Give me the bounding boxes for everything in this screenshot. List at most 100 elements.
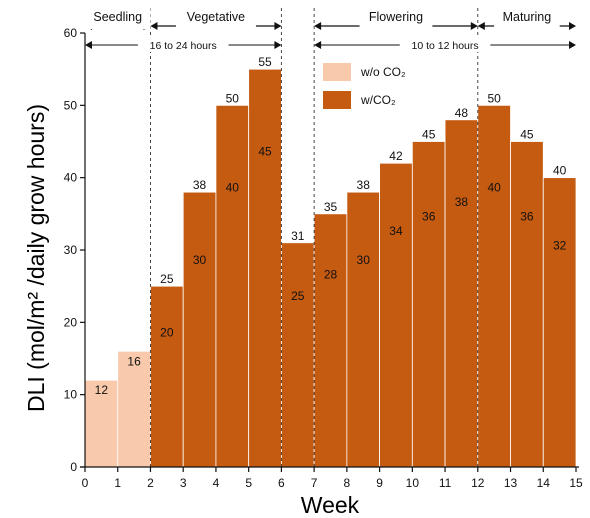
data-label-with-co2: 45 [520,128,534,142]
bar-with-co2-week-4 [215,104,250,468]
data-label-with-co2: 31 [291,229,305,243]
x-tick-label: 7 [311,476,318,490]
y-axis-title: DLI (mol/m² /daily grow hours) [23,104,49,412]
bar-with-co2-week-2 [150,285,184,468]
x-tick-label: 9 [376,476,383,490]
data-label-without-co2: 40 [487,181,501,195]
x-tick-label: 13 [504,476,518,490]
bar-without-co2-week-0 [84,379,119,468]
duration-label-background [137,37,229,52]
duration-annotations: 16 to 24 hours 10 to 12 hours [85,37,576,52]
y-tick-label: 60 [64,26,78,40]
duration-label-background [399,37,491,52]
arrowhead-right-icon [274,22,282,30]
phase-label: Vegetative [187,10,245,24]
x-axis-title: Week [301,492,360,518]
y-tick-label: 0 [70,460,77,474]
data-label-with-co2: 38 [193,178,207,192]
arrowhead-right-icon [274,41,282,49]
bar-with-co2-week-3 [182,191,217,468]
legend-label: w/CO₂ [360,93,396,107]
bar-with-co2-week-8 [346,191,381,468]
arrowhead-left-icon [477,22,485,30]
data-label-without-co2: 34 [389,224,403,238]
bar-with-co2-week-6 [280,242,315,468]
bar-with-co2-week-13 [510,141,544,468]
data-label-with-co2: 48 [455,106,469,120]
data-label-without-co2: 28 [324,267,338,281]
x-tick-label: 2 [147,476,154,490]
bar-with-co2-week-9 [379,162,413,468]
phase-label-background [175,7,256,29]
arrowhead-left-icon [314,41,322,49]
data-label-with-co2: 50 [487,91,501,105]
bar-with-co2-week-11 [444,119,479,468]
duration-label: 10 to 12 hours [411,40,478,52]
y-tick-label: 40 [64,171,78,185]
legend-label: w/o CO₂ [360,65,406,79]
arrowhead-left-icon [85,41,92,49]
phase-label-background [494,7,560,29]
arrowhead-left-icon [150,22,158,30]
bar-with-co2-week-12 [477,104,511,468]
arrowhead-left-icon [314,22,322,30]
phase-label-background [84,7,151,29]
phase-label: Seedling [93,10,142,24]
legend-swatch [323,63,351,81]
arrowhead-right-icon [569,41,576,49]
data-label-without-co2: 36 [422,210,436,224]
x-tick-label: 6 [278,476,285,490]
data-label-with-co2: 42 [389,149,403,163]
data-label-without-co2: 25 [291,289,305,303]
bars-with-co2 [150,68,577,468]
data-label-with-co2: 55 [258,55,272,69]
x-tick-label: 14 [537,476,551,490]
phase-label-background [359,7,433,29]
x-tick-label: 10 [406,476,420,490]
data-label-without-co2: 38 [455,195,469,209]
data-labels: 12 16 20 30 40 45 25 28 30 34 36 38 40 36 32 25 38 50 55 31… [95,55,567,397]
bar-without-co2-week-1 [117,350,151,468]
bar-with-co2-week-14 [542,177,577,468]
x-tick-label: 11 [439,476,452,490]
data-label-without-co2: 30 [357,253,371,267]
data-label-with-co2: 50 [226,91,240,105]
data-label-with-co2: 25 [160,272,174,286]
x-tick-label: 0 [82,476,89,490]
phase-annotations: Seedling Vegetative Flowering Maturing [84,7,576,30]
legend: w/o CO₂ w/CO₂ [323,63,406,109]
bar-with-co2-week-7 [313,213,348,468]
data-label-without-co2: 12 [95,383,109,397]
data-label-without-co2: 16 [127,354,141,368]
data-label-with-co2: 45 [422,128,436,142]
data-label-with-co2: 35 [324,200,338,214]
data-label-without-co2: 30 [193,253,207,267]
data-label-without-co2: 45 [258,145,272,159]
arrowhead-right-icon [470,22,478,30]
phase-label: Maturing [503,10,552,24]
data-label-without-co2: 20 [160,325,174,339]
duration-label: 16 to 24 hours [150,40,217,52]
x-tick-label: 12 [471,476,485,490]
y-tick-label: 50 [64,98,78,112]
phase-label: Flowering [369,10,423,24]
x-tick-label: 4 [213,476,220,490]
bar-with-co2-week-5 [248,68,282,468]
x-tick-label: 1 [114,476,121,490]
y-tick-label: 30 [64,243,78,257]
data-label-without-co2: 40 [226,181,240,195]
legend-swatch [323,91,351,109]
data-label-with-co2: 38 [357,178,371,192]
phase-dividers [150,8,479,467]
x-tick-label: 3 [180,476,187,490]
data-label-with-co2: 40 [553,164,567,178]
bar-with-co2-week-10 [411,141,446,468]
x-tick-label: 5 [245,476,252,490]
x-tick-label: 15 [569,476,583,490]
y-tick-label: 10 [64,388,78,402]
arrowhead-right-icon [569,22,576,30]
x-tick-label: 8 [344,476,351,490]
